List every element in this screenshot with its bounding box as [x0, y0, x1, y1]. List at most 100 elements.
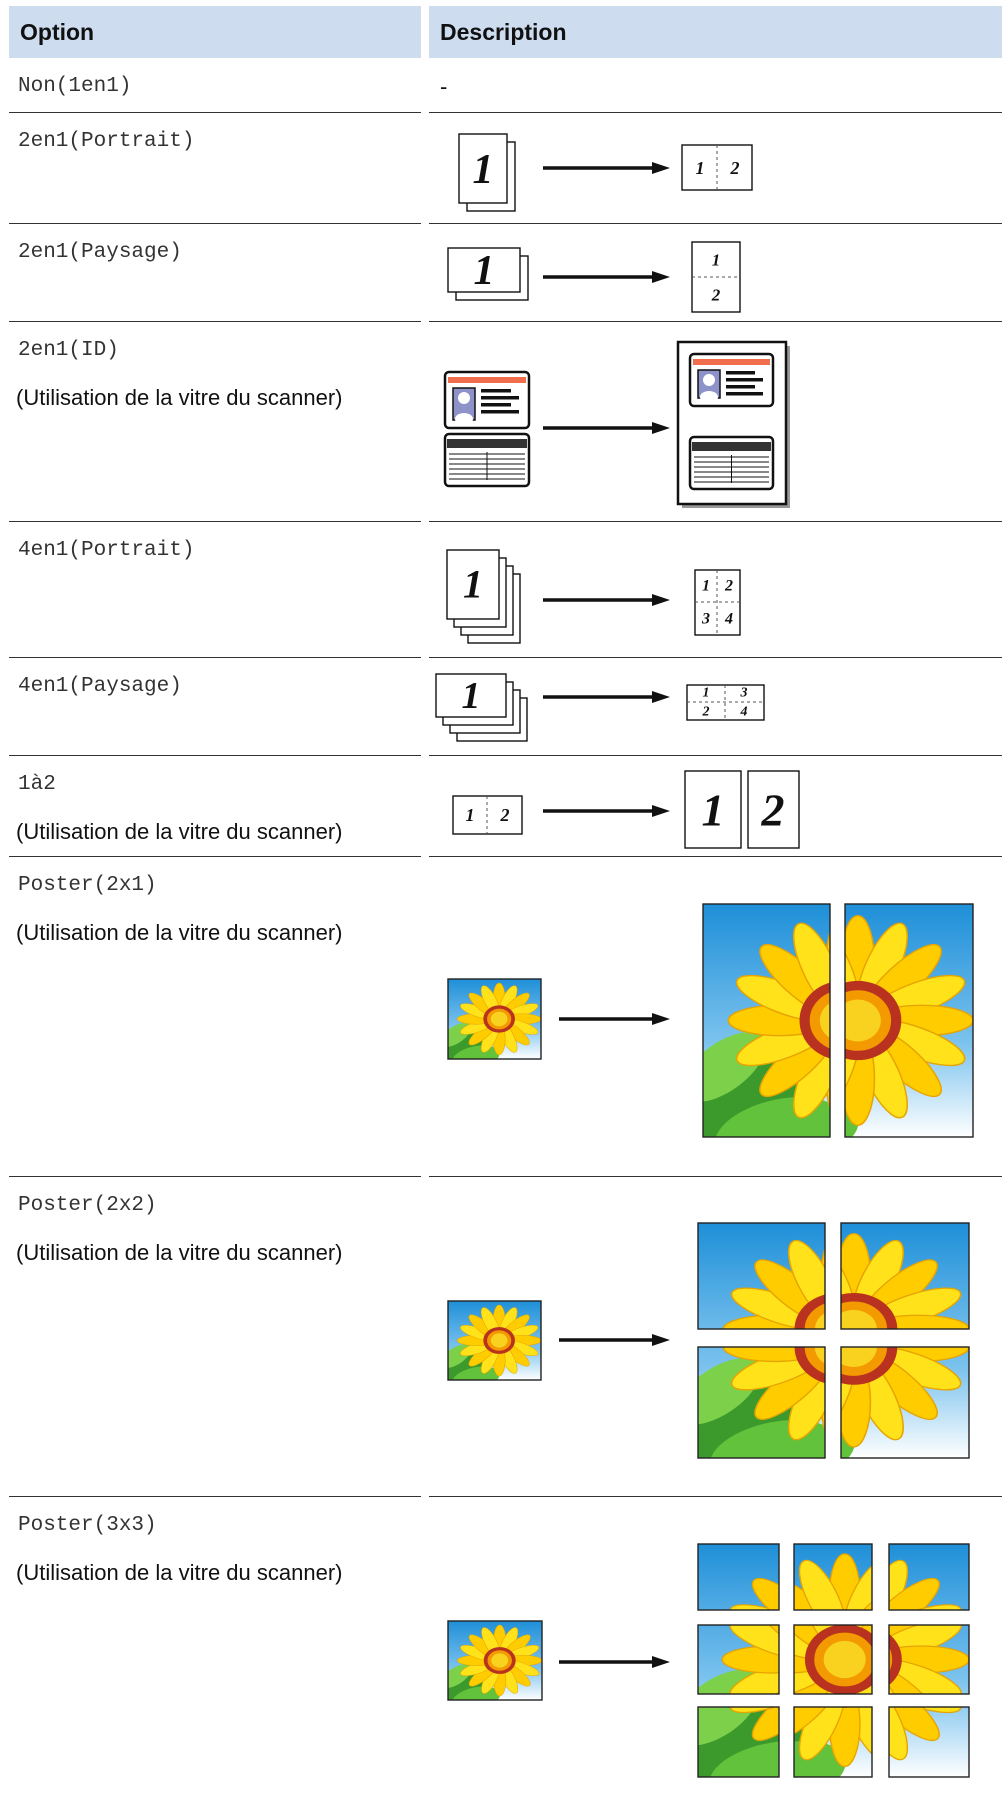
page-number: 1 [463, 562, 483, 607]
arrow-head [652, 271, 670, 283]
image-border [840, 1346, 970, 1459]
card-face [458, 392, 470, 404]
arrow-head [652, 1013, 670, 1025]
page [458, 133, 508, 204]
page-number: 1 [703, 686, 710, 701]
option-note: (Utilisation de la vitre du scanner) [16, 920, 343, 945]
card-line [726, 378, 763, 382]
row-separator [429, 112, 1002, 113]
image-border [888, 1624, 970, 1695]
image-border [697, 1624, 780, 1695]
option-label: 4en1(Paysage) [18, 675, 182, 698]
arrow-head [652, 162, 670, 174]
image-border [793, 1706, 873, 1778]
page-number: 2 [500, 805, 510, 825]
option-note: (Utilisation de la vitre du scanner) [16, 819, 343, 844]
row-separator [9, 1176, 421, 1177]
card-line [481, 389, 511, 393]
page [446, 549, 500, 620]
page-number: 2 [761, 785, 785, 836]
page-number: 2 [730, 158, 740, 178]
option-label: Poster(2x1) [18, 874, 157, 897]
arrow-head [652, 422, 670, 434]
row-separator [9, 321, 421, 322]
row-separator [429, 223, 1002, 224]
card-line [481, 410, 519, 414]
row-separator [9, 755, 421, 756]
row-separator [429, 521, 1002, 522]
card-line [726, 392, 763, 396]
card-line [481, 396, 519, 400]
row-separator [9, 223, 421, 224]
option-note: (Utilisation de la vitre du scanner) [16, 385, 343, 410]
page-number: 1 [702, 578, 710, 595]
page-number: 2 [724, 578, 733, 595]
page-number: 1 [712, 251, 721, 270]
image-border [888, 1543, 970, 1611]
row-separator [429, 856, 1002, 857]
header-cell: Option [9, 6, 421, 58]
row-separator [429, 1176, 1002, 1177]
image-border [702, 903, 831, 1138]
image-border [697, 1222, 826, 1330]
image-border [840, 1222, 970, 1330]
row-separator [9, 112, 421, 113]
image-border [447, 1620, 543, 1701]
page-number: 1 [696, 158, 705, 178]
arrow-head [652, 594, 670, 606]
row-separator [429, 1496, 1002, 1497]
card-line [726, 371, 755, 375]
card-body [455, 413, 473, 425]
card-band [693, 359, 770, 365]
row-separator [9, 521, 421, 522]
description: - [440, 74, 448, 99]
option-label: Non(1en1) [18, 75, 132, 98]
image-border [793, 1624, 873, 1695]
row-separator [429, 321, 1002, 322]
option-note: (Utilisation de la vitre du scanner) [16, 1240, 343, 1265]
card-body [700, 391, 718, 403]
arrow-head [652, 1656, 670, 1668]
page-number: 1 [702, 785, 725, 836]
option-note: (Utilisation de la vitre du scanner) [16, 1560, 343, 1585]
header-cell: Description [429, 6, 1002, 58]
option-label: 1à2 [18, 773, 56, 796]
image-border [697, 1543, 780, 1611]
image-border [888, 1706, 970, 1778]
option-label: 2en1(Paysage) [18, 241, 182, 264]
row-separator [9, 856, 421, 857]
page [747, 770, 800, 849]
card-band [692, 442, 771, 451]
option-label: 2en1(ID) [18, 339, 119, 362]
page-number: 1 [462, 675, 481, 717]
card-face [703, 374, 715, 386]
page-number: 4 [740, 705, 748, 720]
option-label: 4en1(Portrait) [18, 539, 195, 562]
page [684, 770, 742, 849]
page-number: 1 [473, 147, 494, 193]
row-separator [9, 657, 421, 658]
page-number: 2 [711, 286, 721, 305]
arrow-head [652, 805, 670, 817]
option-label: Poster(3x3) [18, 1514, 157, 1537]
row-separator [429, 755, 1002, 756]
row-separator [9, 1496, 421, 1497]
option-label: Poster(2x2) [18, 1194, 157, 1217]
page [435, 673, 507, 718]
card-line [481, 403, 511, 407]
image-border [447, 978, 542, 1060]
card-line [726, 385, 755, 389]
page-number: 4 [724, 611, 733, 628]
image-border [844, 903, 974, 1138]
card-band [448, 377, 526, 383]
page-number: 3 [740, 686, 748, 701]
row-separator [429, 657, 1002, 658]
page-number: 1 [466, 805, 475, 825]
page-number: 2 [702, 705, 710, 720]
arrow-head [652, 1334, 670, 1346]
page [447, 247, 521, 293]
image-border [697, 1346, 826, 1459]
